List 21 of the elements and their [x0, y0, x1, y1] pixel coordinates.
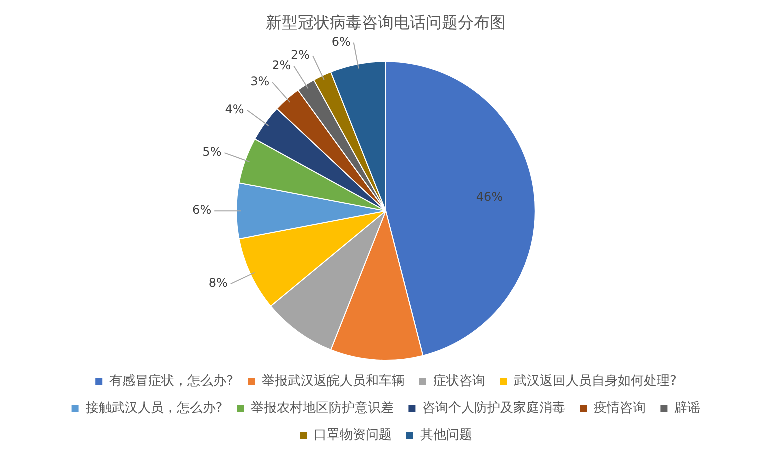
- data-label: 2%: [272, 58, 292, 73]
- data-label: 5%: [202, 145, 222, 160]
- legend-label: 其他问题: [420, 428, 472, 443]
- data-label: 8%: [208, 276, 228, 290]
- legend-label: 举报武汉返皖人员和车辆: [262, 374, 405, 389]
- legend-label: 有感冒症状，怎么办?: [110, 374, 234, 389]
- data-label: 2%: [290, 48, 310, 62]
- legend-label: 咨询个人防护及家庭消毒: [422, 400, 566, 416]
- legend-label: 症状咨询: [434, 374, 486, 389]
- legend-label: 口罩物资问题: [314, 428, 392, 443]
- chart-title: 新型冠状病毒咨询电话问题分布图: [266, 12, 506, 32]
- data-label: 3%: [250, 74, 270, 89]
- legend-label: 举报农村地区防护意识差: [251, 400, 394, 416]
- legend-label: 武汉返回人员自身如何处理?: [514, 374, 677, 389]
- data-label: 4%: [225, 102, 244, 116]
- legend-label: 辟谣: [674, 400, 701, 416]
- data-label: 46%: [476, 190, 504, 204]
- legend-label: 疫情咨询: [594, 400, 646, 416]
- legend-label: 接触武汉人员，怎么办?: [86, 400, 223, 416]
- data-label: 6%: [192, 203, 212, 218]
- data-label: 6%: [332, 34, 351, 49]
